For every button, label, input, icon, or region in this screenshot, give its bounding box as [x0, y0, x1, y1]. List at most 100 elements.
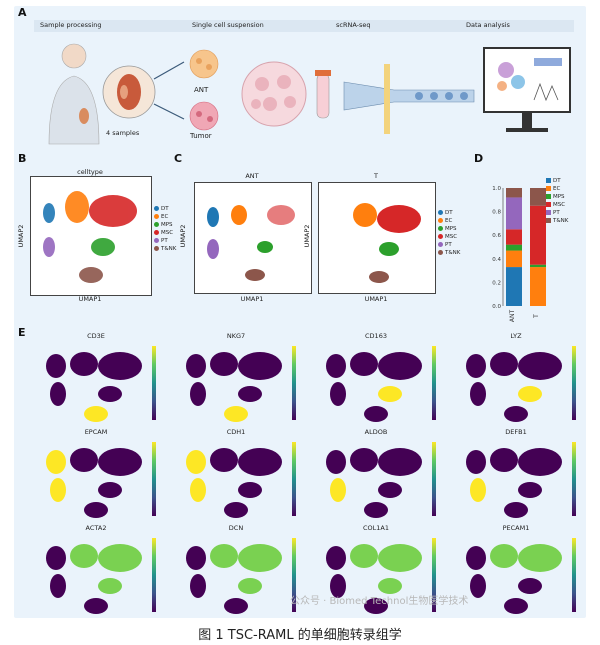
cell-cluster	[70, 448, 98, 472]
legend-c-dot-mps	[438, 226, 443, 231]
patient-illustration	[48, 43, 100, 145]
cell-cluster	[378, 352, 422, 380]
y-tick-label: 0.2	[492, 280, 501, 286]
umap-celltype-plot	[30, 176, 152, 296]
cell-cluster	[238, 386, 262, 402]
legend-dt: DT	[154, 206, 169, 212]
tumor-tissue	[189, 101, 219, 131]
legend-c-ec: EC	[438, 218, 452, 224]
gene-title: CD163	[365, 332, 387, 340]
y-tick-label: 0.0	[492, 304, 501, 310]
umap-t-xlabel: UMAP1	[364, 295, 388, 303]
stacked-bar-chart: 0.0 0.2 0.4 0.6 0.8 1.0 ANT T	[492, 186, 546, 322]
workflow-illustration	[48, 43, 571, 145]
cell-cluster	[84, 406, 108, 422]
cell-cluster	[470, 574, 486, 598]
umap-ant-plot	[194, 182, 312, 294]
cell-cluster	[364, 598, 388, 614]
cell-cluster	[470, 478, 486, 502]
cell-cluster	[186, 354, 206, 378]
cell-cluster	[350, 544, 378, 568]
legend-d-swatch-mps	[546, 194, 551, 199]
legend-d-mps: MPS	[546, 194, 565, 200]
bar-segment	[506, 250, 522, 268]
ant-tissue	[189, 49, 219, 79]
gene-title: NKG7	[226, 332, 246, 340]
cell-cluster	[350, 448, 378, 472]
figure-caption: 图 1 TSC-RAML 的单细胞转录组学	[198, 628, 402, 643]
feature-umap-plot	[46, 544, 142, 614]
figure-panel: A Sample processing Single cell suspensi…	[14, 6, 586, 618]
cell-cluster	[84, 502, 108, 518]
gene-title: DEFB1	[505, 428, 527, 436]
umap-t-clusters	[353, 203, 421, 283]
legend-d-pt: PT	[546, 210, 560, 216]
cell-cluster	[98, 386, 122, 402]
cell-cluster	[378, 482, 402, 498]
gene-title: EPCAM	[84, 428, 108, 436]
feature-umap-plot	[46, 352, 142, 422]
legend-d-msc: MSC	[546, 202, 565, 208]
colorbar	[152, 442, 156, 516]
feature-umap-plot	[326, 544, 422, 614]
bar-segment	[530, 188, 546, 206]
cell-cluster	[98, 578, 122, 594]
feature-umap-plot	[466, 448, 562, 518]
bar-segment	[506, 188, 522, 198]
colorbar	[152, 538, 156, 612]
feature-umap-plot	[186, 448, 282, 518]
cell-cluster	[190, 382, 206, 406]
feature-umap-plot	[326, 448, 422, 518]
celltype-title: celltype	[77, 168, 103, 176]
cell-cluster	[518, 448, 562, 476]
cell-cluster	[504, 406, 528, 422]
cell-cluster	[84, 598, 108, 614]
cell-cluster	[518, 482, 542, 498]
legend-dot-tnk	[154, 246, 159, 251]
cell-cluster	[46, 450, 66, 474]
legend-c-mps: MPS	[438, 226, 457, 232]
cell-cluster	[70, 352, 98, 376]
gene-title: COL1A1	[363, 524, 389, 532]
cell-cluster	[350, 352, 378, 376]
gene-title: LYZ	[510, 332, 522, 340]
legend-c-dot-msc	[438, 234, 443, 239]
cell-cluster	[364, 406, 388, 422]
cell-cluster	[518, 578, 542, 594]
cell-cluster	[504, 598, 528, 614]
x-tick-label: T	[533, 314, 540, 319]
legend-c-pt: PT	[438, 242, 452, 248]
cell-cluster	[186, 546, 206, 570]
legend-dot-mps	[154, 222, 159, 227]
legend-c-dot-ec	[438, 218, 443, 223]
y-tick-label: 0.8	[492, 210, 501, 216]
colorbar	[292, 346, 296, 420]
y-tick-label: 1.0	[492, 186, 501, 192]
cell-cluster	[378, 544, 422, 572]
gene-title: ACTA2	[85, 524, 107, 532]
bar-segment	[530, 264, 546, 268]
gene-title: ALDOB	[364, 428, 388, 436]
legend-c-dot-pt	[438, 242, 443, 247]
cell-cluster	[238, 448, 282, 476]
cell-cluster	[238, 544, 282, 572]
legend-tnk: T&NK	[154, 246, 176, 252]
umap-ant-ylabel: UMAP2	[179, 224, 187, 248]
cell-cluster	[466, 354, 486, 378]
cell-cluster	[378, 386, 402, 402]
cell-cluster	[378, 578, 402, 594]
cell-cluster	[330, 478, 346, 502]
legend-mps: MPS	[154, 222, 173, 228]
sample-count-label: 4 samples	[106, 129, 140, 137]
feature-umap-plot	[186, 544, 282, 614]
feature-umap-plot	[466, 544, 562, 614]
umap-t-title: T	[374, 172, 378, 180]
legend-d-swatch-msc	[546, 202, 551, 207]
sample-tube	[315, 70, 331, 119]
legend-d-swatch-ec	[546, 186, 551, 191]
legend-c-tnk: T&NK	[438, 250, 460, 256]
cell-cluster	[490, 544, 518, 568]
legend-msc: MSC	[154, 230, 173, 236]
cell-cluster	[518, 352, 562, 380]
gene-title: DCN	[228, 524, 244, 532]
